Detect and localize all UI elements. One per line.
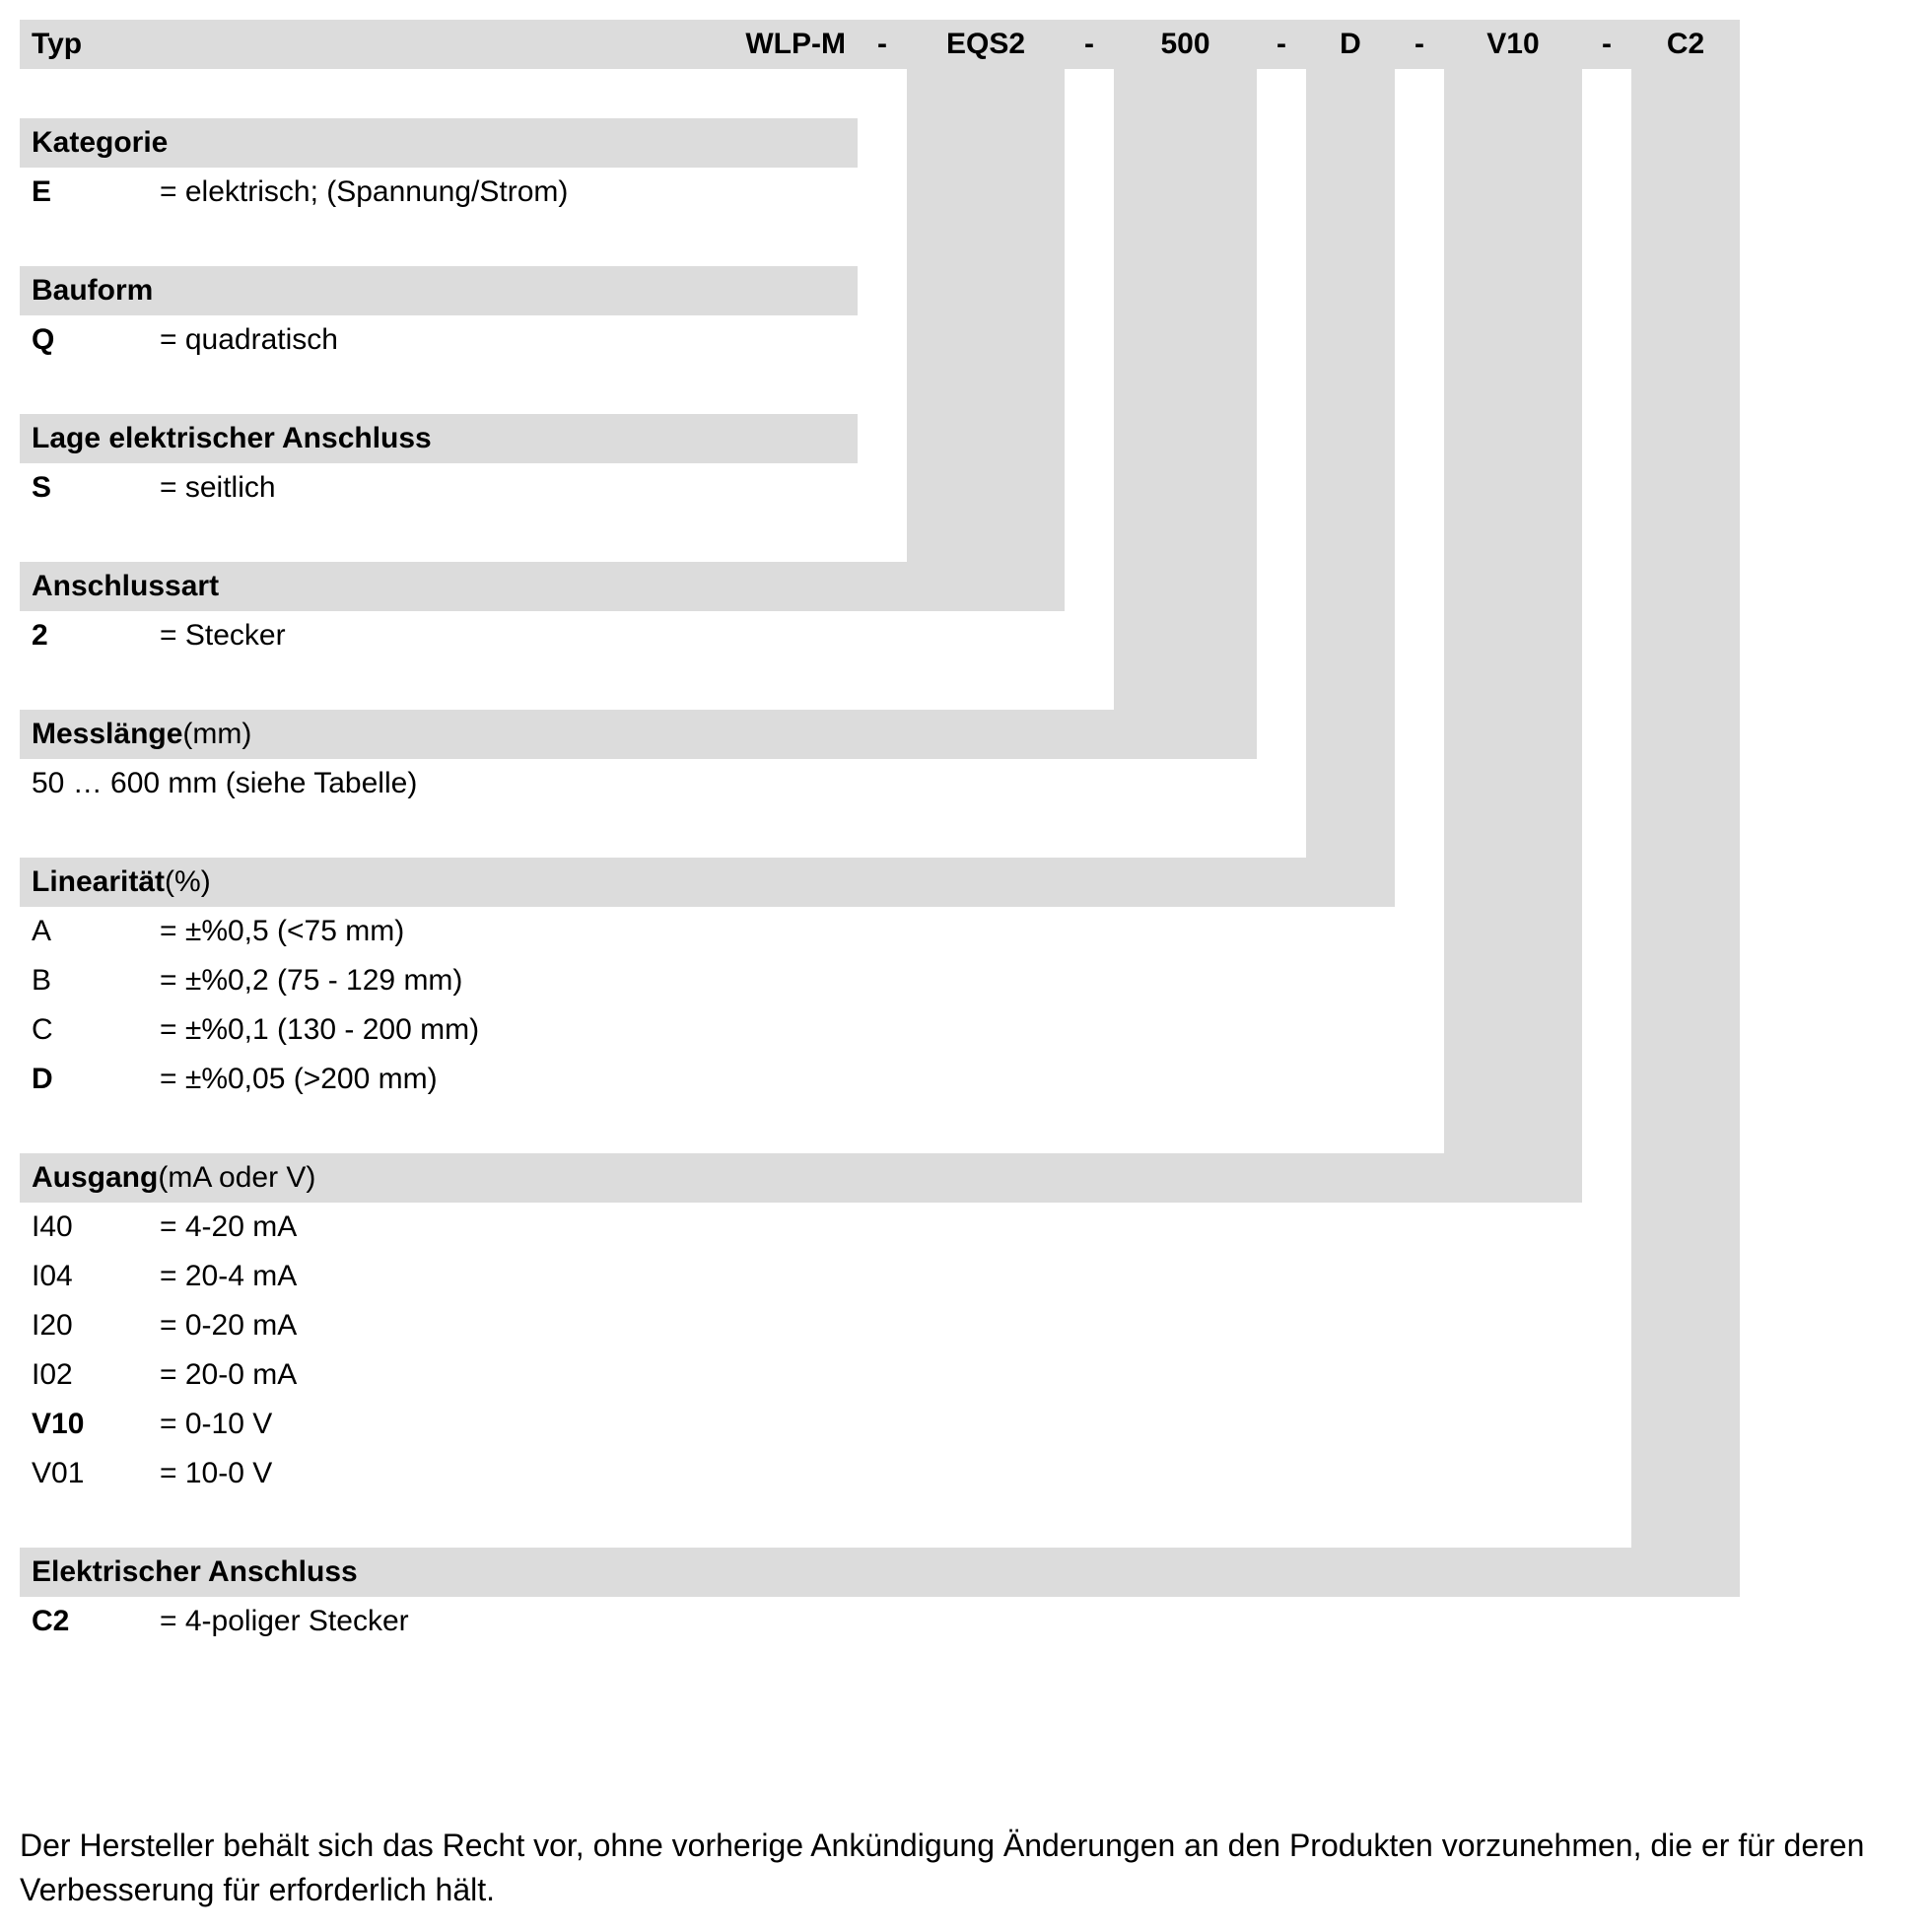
linearitaet-unit: (%)	[165, 865, 211, 899]
ea-desc: = 4-poliger Stecker	[160, 1605, 846, 1638]
ausgang-item: I40 = 4-20 mA	[20, 1203, 858, 1252]
anschlussart-header: Anschlussart	[20, 562, 858, 611]
ausgang-title: Ausgang	[32, 1161, 158, 1195]
linearitaet-item: A = ±%0,5 (<75 mm)	[20, 907, 858, 956]
code-v10: V10	[1444, 20, 1582, 69]
ausgang-item: I02 = 20-0 mA	[20, 1350, 858, 1400]
lin-key-c: C	[32, 1013, 160, 1047]
messlaenge-title: Messlänge	[32, 718, 182, 751]
aus-desc-i04: = 20-4 mA	[160, 1260, 846, 1293]
anschlussart-key: 2	[32, 619, 160, 653]
ausgang-item: I20 = 0-20 mA	[20, 1301, 858, 1350]
lin-desc-c: = ±%0,1 (130 - 200 mm)	[160, 1013, 846, 1047]
bauform-item: Q = quadratisch	[20, 315, 858, 365]
typ-header: Typ WLP-M	[20, 20, 858, 69]
aus-key-i04: I04	[32, 1260, 160, 1293]
linearitaet-item: C = ±%0,1 (130 - 200 mm)	[20, 1005, 858, 1055]
lin-key-d: D	[32, 1063, 160, 1096]
ausgang-unit: (mA oder V)	[158, 1161, 315, 1195]
bauform-header: Bauform	[20, 266, 858, 315]
linearitaet-header: Linearität (%)	[20, 858, 858, 907]
ausgang-header: Ausgang (mA oder V)	[20, 1153, 858, 1203]
aus-desc-i20: = 0-20 mA	[160, 1309, 846, 1343]
code-500: 500	[1114, 20, 1257, 69]
lage-header: Lage elektrischer Anschluss	[20, 414, 858, 463]
code-eqs2: EQS2	[907, 20, 1065, 69]
kategorie-desc: = elektrisch; (Spannung/Strom)	[160, 175, 846, 209]
code-d: D	[1306, 20, 1395, 69]
ausgang-item: V01 = 10-0 V	[20, 1449, 858, 1498]
lin-desc-d: = ±%0,05 (>200 mm)	[160, 1063, 846, 1096]
dash: -	[1582, 20, 1631, 69]
aus-key-i20: I20	[32, 1309, 160, 1343]
lin-key-b: B	[32, 964, 160, 998]
aus-key-i40: I40	[32, 1210, 160, 1244]
aus-desc-v01: = 10-0 V	[160, 1457, 846, 1490]
anschlussart-desc: = Stecker	[160, 619, 846, 653]
anschlussart-item: 2 = Stecker	[20, 611, 858, 660]
bauform-desc: = quadratisch	[160, 323, 846, 357]
linearitaet-item: B = ±%0,2 (75 - 129 mm)	[20, 956, 858, 1005]
ausgang-item: I04 = 20-4 mA	[20, 1252, 858, 1301]
dash: -	[1257, 20, 1306, 69]
aus-desc-i02: = 20-0 mA	[160, 1358, 846, 1392]
lage-key: S	[32, 471, 160, 505]
lin-desc-b: = ±%0,2 (75 - 129 mm)	[160, 964, 846, 998]
aus-key-i02: I02	[32, 1358, 160, 1392]
messlaenge-unit: (mm)	[182, 718, 251, 751]
lage-desc: = seitlich	[160, 471, 846, 505]
elektrischer-anschluss-header: Elektrischer Anschluss	[20, 1548, 858, 1597]
aus-key-v01: V01	[32, 1457, 160, 1490]
typ-label: Typ	[32, 28, 82, 61]
linearitaet-title: Linearität	[32, 865, 165, 899]
messlaenge-text: 50 … 600 mm (siehe Tabelle)	[20, 759, 858, 808]
kategorie-header: Kategorie	[20, 118, 858, 168]
disclaimer-text: Der Hersteller behält sich das Recht vor…	[20, 1824, 1912, 1912]
type-code-breakdown: Typ WLP-M - EQS2 - 500 - D - V10 - C2 Ka…	[20, 20, 1912, 1646]
lin-key-a: A	[32, 915, 160, 948]
dash: -	[1395, 20, 1444, 69]
aus-desc-v10: = 0-10 V	[160, 1408, 846, 1441]
elektrischer-anschluss-item: C2 = 4-poliger Stecker	[20, 1597, 858, 1646]
kategorie-item: E = elektrisch; (Spannung/Strom)	[20, 168, 858, 217]
dash: -	[858, 20, 907, 69]
ea-key: C2	[32, 1605, 160, 1638]
messlaenge-header: Messlänge (mm)	[20, 710, 858, 759]
typ-base: WLP-M	[745, 28, 846, 61]
dash: -	[1065, 20, 1114, 69]
bauform-key: Q	[32, 323, 160, 357]
lin-desc-a: = ±%0,5 (<75 mm)	[160, 915, 846, 948]
kategorie-key: E	[32, 175, 160, 209]
lage-item: S = seitlich	[20, 463, 858, 513]
aus-desc-i40: = 4-20 mA	[160, 1210, 846, 1244]
code-c2: C2	[1631, 20, 1740, 69]
linearitaet-item: D = ±%0,05 (>200 mm)	[20, 1055, 858, 1104]
ausgang-item: V10 = 0-10 V	[20, 1400, 858, 1449]
aus-key-v10: V10	[32, 1408, 160, 1441]
